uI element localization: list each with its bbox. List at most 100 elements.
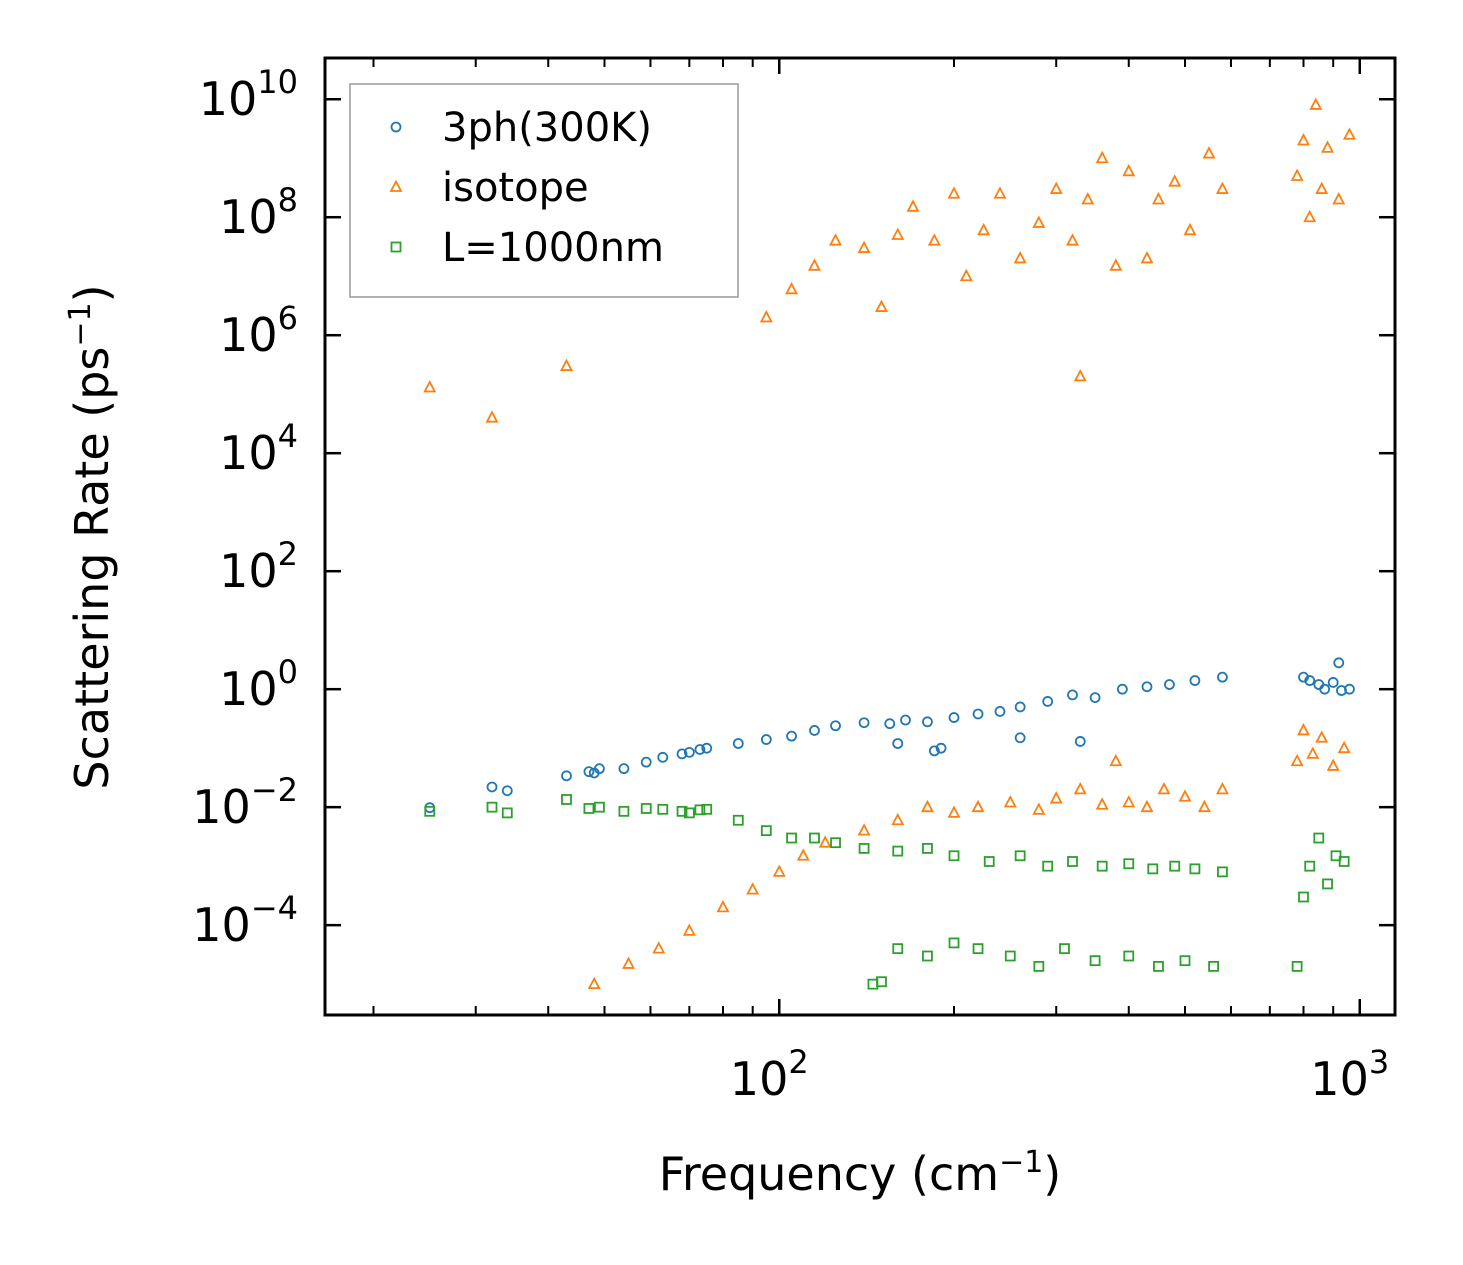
data-point	[1306, 746, 1320, 759]
y-tick-label: 10−4	[192, 889, 298, 952]
data-point	[857, 240, 871, 253]
data-point	[1014, 732, 1026, 744]
data-point	[892, 943, 904, 955]
data-point	[1067, 856, 1078, 867]
data-point	[1123, 858, 1135, 870]
data-point	[874, 299, 888, 312]
data-point	[1197, 799, 1211, 813]
data-point	[1298, 891, 1309, 903]
data-point	[561, 794, 572, 805]
data-point	[1309, 97, 1323, 110]
data-point	[1013, 251, 1027, 264]
data-point	[1033, 960, 1045, 972]
data-point	[1140, 251, 1154, 264]
data-point	[947, 186, 961, 199]
data-point	[1095, 150, 1109, 164]
data-point	[1164, 679, 1175, 690]
data-point	[948, 937, 960, 949]
data-point	[652, 941, 666, 954]
data-point	[858, 843, 870, 854]
data-point	[830, 837, 841, 849]
data-point	[1081, 192, 1095, 205]
data-point	[1304, 675, 1316, 686]
data-point	[977, 222, 991, 236]
series-square	[424, 794, 1350, 990]
data-point	[1042, 696, 1054, 707]
data-point	[676, 748, 688, 760]
data-point	[1315, 181, 1329, 194]
series-circle	[424, 657, 1355, 814]
data-point	[948, 850, 960, 862]
data-point	[858, 717, 870, 729]
data-point	[927, 233, 941, 246]
data-point	[1290, 753, 1304, 767]
data-point	[786, 832, 797, 844]
data-point	[1147, 863, 1159, 875]
data-point	[994, 706, 1006, 717]
data-point	[694, 804, 706, 816]
data-point	[746, 882, 760, 895]
data-point	[1342, 127, 1356, 140]
data-point	[1304, 860, 1316, 872]
data-point	[682, 923, 696, 936]
data-point	[959, 268, 973, 282]
data-point	[1330, 850, 1342, 862]
y-tick-label: 108	[219, 181, 298, 244]
data-point	[1178, 789, 1192, 802]
data-point	[906, 199, 920, 212]
data-point	[559, 358, 573, 371]
legend-marker-circle	[390, 121, 402, 133]
data-point	[1066, 233, 1079, 246]
data-point	[1315, 730, 1329, 743]
data-point	[1042, 860, 1054, 872]
data-point	[891, 227, 905, 240]
data-point	[935, 742, 947, 754]
data-point	[1096, 860, 1108, 872]
data-point	[892, 845, 904, 857]
data-point	[760, 734, 772, 745]
data-point	[561, 770, 572, 782]
data-point	[1067, 689, 1078, 701]
data-point	[983, 856, 995, 867]
data-point	[928, 745, 940, 757]
data-point	[501, 785, 513, 797]
data-point	[1089, 955, 1101, 967]
data-point	[1122, 163, 1136, 177]
data-point	[1344, 683, 1355, 695]
data-point	[486, 801, 498, 813]
legend-box	[349, 83, 739, 298]
data-point	[1183, 222, 1197, 236]
legend-items: 3ph(300K) isotope L=1000nm	[389, 105, 664, 271]
y-tick-label: 10−2	[192, 771, 298, 834]
data-point	[1208, 960, 1219, 972]
data-point	[1073, 781, 1087, 795]
data-point	[1337, 740, 1351, 754]
data-point	[1116, 683, 1128, 695]
data-point	[1153, 960, 1164, 972]
data-point	[1189, 863, 1201, 875]
data-point	[809, 725, 820, 736]
data-point	[423, 380, 437, 393]
data-point	[922, 716, 933, 728]
data-point	[1073, 369, 1087, 382]
data-point	[1014, 850, 1026, 862]
data-point	[618, 805, 630, 817]
data-point	[900, 714, 911, 726]
data-point	[1179, 955, 1191, 967]
series-triangle	[423, 97, 1356, 990]
legend: 3ph(300K) isotope L=1000nm	[349, 83, 739, 298]
data-point	[640, 803, 652, 814]
x-axis-label-sup: −1	[999, 1145, 1043, 1180]
data-point	[1074, 736, 1086, 747]
data-point	[583, 766, 595, 778]
data-point	[818, 835, 832, 848]
data-point	[857, 823, 871, 836]
data-point	[485, 410, 499, 423]
data-point	[1319, 683, 1331, 695]
data-point	[1333, 657, 1345, 669]
data-point	[618, 763, 630, 775]
data-point	[830, 720, 841, 732]
data-point	[701, 742, 713, 754]
data-point	[1032, 802, 1046, 815]
